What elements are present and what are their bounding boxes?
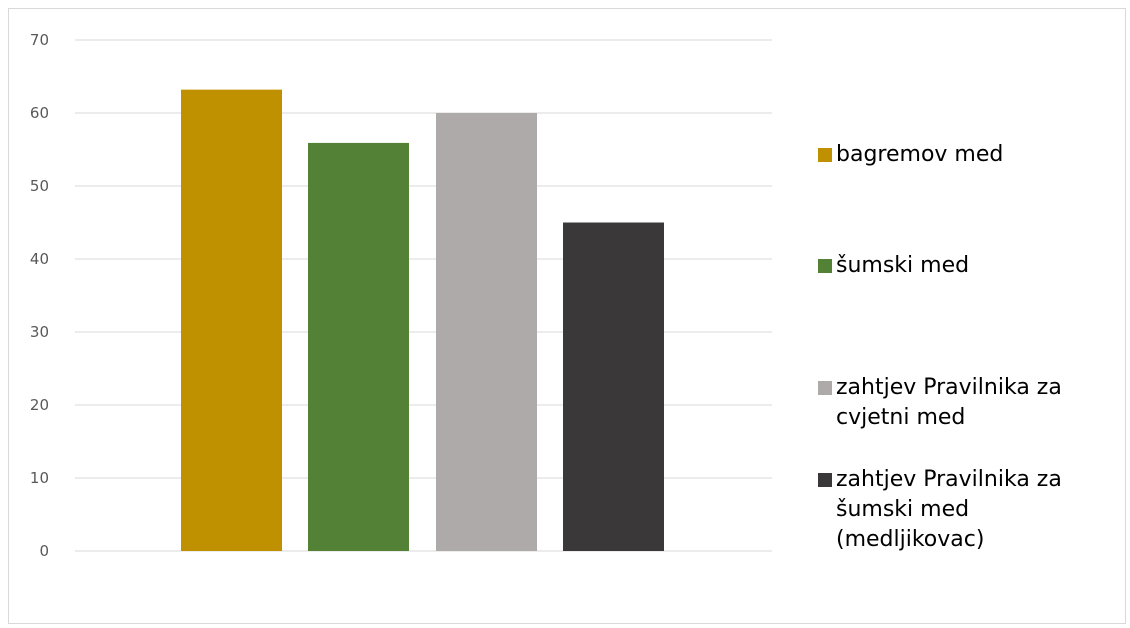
- y-tick-label-20: 20: [30, 396, 49, 414]
- legend-entry-bagremov-med: bagremov med: [818, 140, 1106, 170]
- y-tick-label-40: 40: [30, 250, 49, 268]
- legend-swatch-zahtjev-cvjetni-med: [818, 381, 832, 395]
- legend-label-zahtjev-sumski-med: zahtjev Pravilnika za šumski med (medlji…: [836, 467, 1062, 552]
- grid-lines: [75, 39, 772, 552]
- y-axis-tick-labels: 0 10 20 30 40 50 60 70: [30, 31, 49, 560]
- legend-label-bagremov-med: bagremov med: [836, 142, 1004, 167]
- legend-swatch-zahtjev-sumski-med: [818, 473, 832, 487]
- y-tick-label-10: 10: [30, 469, 49, 487]
- bar-3: [563, 222, 664, 551]
- bar-2: [436, 113, 537, 551]
- y-tick-label-0: 0: [39, 542, 49, 560]
- bars: [181, 89, 664, 551]
- legend-entry-sumski-med: šumski med: [818, 251, 1106, 281]
- y-tick-label-70: 70: [30, 31, 49, 49]
- y-tick-label-30: 30: [30, 323, 49, 341]
- legend-swatch-bagremov-med: [818, 148, 832, 162]
- y-tick-label-50: 50: [30, 177, 49, 195]
- bar-0: [181, 89, 282, 551]
- y-tick-label-60: 60: [30, 104, 49, 122]
- bar-1: [308, 142, 409, 551]
- legend-swatch-sumski-med: [818, 259, 832, 273]
- legend-entry-zahtjev-cvjetni-med: zahtjev Pravilnika za cvjetni med: [818, 373, 1106, 433]
- legend-entry-zahtjev-sumski-med: zahtjev Pravilnika za šumski med (medlji…: [818, 465, 1106, 555]
- legend-label-sumski-med: šumski med: [836, 253, 970, 278]
- legend-label-zahtjev-cvjetni-med: zahtjev Pravilnika za cvjetni med: [836, 375, 1062, 430]
